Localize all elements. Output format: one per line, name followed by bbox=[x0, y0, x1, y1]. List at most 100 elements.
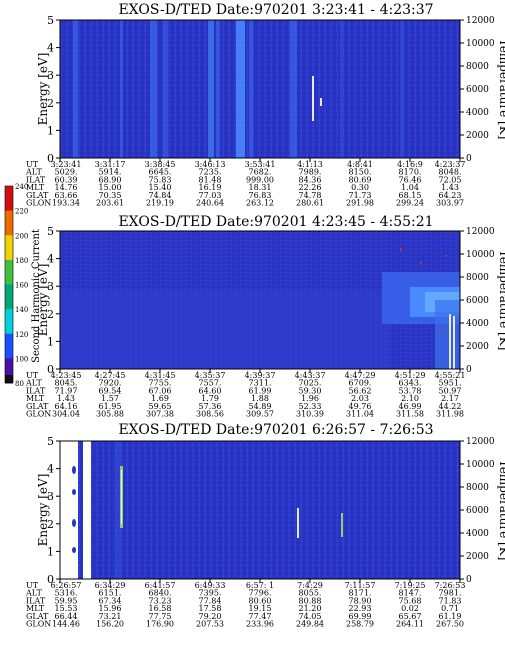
trace-mark bbox=[121, 470, 122, 524]
colorbar-block bbox=[5, 309, 13, 335]
y2-tick-label: 10000 bbox=[466, 250, 495, 260]
orbit-cell: 79.20 bbox=[199, 612, 222, 621]
orbit-cell: 144.46 bbox=[52, 620, 80, 629]
orbit-cell: 1.43 bbox=[441, 183, 459, 192]
intensity-band bbox=[163, 20, 168, 158]
orbit-cell: 263.12 bbox=[246, 199, 274, 208]
orbit-cell: 6151. bbox=[99, 589, 122, 598]
intensity-band bbox=[400, 20, 404, 158]
band-layer bbox=[73, 20, 404, 158]
orbit-cell: 264.11 bbox=[396, 620, 424, 629]
orbit-cell: 4:27:45 bbox=[95, 371, 126, 380]
orbit-cell: 17.58 bbox=[199, 604, 222, 613]
orbit-cell: 267.50 bbox=[436, 620, 464, 629]
orbit-cell: 4:8:41 bbox=[347, 160, 373, 169]
hot-mark bbox=[420, 262, 422, 264]
orbit-cell: 15.40 bbox=[149, 183, 172, 192]
y-tick-label: 2 bbox=[47, 97, 54, 110]
orbit-cell: 6:34:29 bbox=[95, 581, 126, 590]
y-axis: 0 1 2 3 4 5 bbox=[47, 14, 60, 165]
orbit-cell: 59.65 bbox=[149, 402, 172, 411]
y-tick-label: 2 bbox=[47, 518, 54, 531]
trace-mark bbox=[297, 508, 299, 538]
orbit-row-label: GLON bbox=[26, 199, 51, 208]
colorbar-tick-label: 220 bbox=[15, 208, 28, 216]
hot-mark bbox=[440, 330, 442, 332]
orbit-cell: 311.98 bbox=[436, 410, 464, 419]
orbit-cell: 69.99 bbox=[349, 612, 372, 621]
y-tick-label: 4 bbox=[47, 253, 54, 266]
orbit-cell: 6:49:33 bbox=[195, 581, 226, 590]
orbit-cell: 4:43:37 bbox=[295, 371, 326, 380]
y2-tick-label: 0 bbox=[466, 575, 472, 585]
orbit-cell: 4:23:45 bbox=[51, 371, 82, 380]
colorbar-block bbox=[5, 210, 13, 236]
orbit-cell: 61.95 bbox=[99, 402, 122, 411]
orbit-cell: 15.00 bbox=[99, 183, 122, 192]
y-tick-label: 5 bbox=[47, 225, 54, 238]
orbit-cell: 5029. bbox=[55, 168, 78, 177]
orbit-cell: 68.15 bbox=[399, 191, 422, 200]
orbit-cell: 1.96 bbox=[301, 394, 319, 403]
colorbar-tick-label: 160 bbox=[15, 282, 28, 290]
orbit-cell: 46.99 bbox=[399, 402, 422, 411]
orbit-cell: 74.05 bbox=[299, 612, 322, 621]
orbit-cell: 59.30 bbox=[299, 386, 322, 395]
orbit-cell: 63.66 bbox=[55, 191, 78, 200]
y2-tick-label: 10000 bbox=[466, 460, 495, 470]
orbit-cell: 207.53 bbox=[196, 620, 224, 629]
intensity-band bbox=[150, 20, 157, 158]
orbit-cell: 80.88 bbox=[299, 596, 322, 605]
y-tick-label: 4 bbox=[47, 42, 54, 55]
colorbar-tick-label: 80 bbox=[15, 380, 24, 388]
orbit-cell: 6:26:57 bbox=[51, 581, 82, 590]
orbit-row-label: ALT bbox=[25, 589, 42, 598]
colorbar-block bbox=[5, 259, 13, 285]
intensity-band bbox=[290, 20, 297, 158]
trace-mark bbox=[449, 314, 451, 369]
orbit-cell: 203.61 bbox=[96, 199, 124, 208]
y2-tick-label: 2000 bbox=[466, 131, 489, 141]
y2-tick-label: 12000 bbox=[466, 227, 495, 237]
intensity-band bbox=[72, 466, 76, 474]
orbit-cell: 56.62 bbox=[349, 386, 372, 395]
band-layer bbox=[60, 272, 460, 369]
orbit-cell: 0.02 bbox=[401, 604, 419, 613]
orbit-row-label: GLON bbox=[26, 410, 51, 419]
x-ticks bbox=[59, 158, 461, 162]
orbit-cell: 7025. bbox=[299, 379, 322, 388]
orbit-cell: 311.04 bbox=[346, 410, 374, 419]
colorbar-block bbox=[5, 186, 13, 212]
orbit-row-label: GLAT bbox=[26, 402, 49, 411]
orbit-cell: 2.17 bbox=[441, 394, 459, 403]
orbit-cell: 291.98 bbox=[346, 199, 374, 208]
y2-tick-label: 4000 bbox=[466, 529, 489, 539]
orbit-table: UT 3:23:41 3:31:17 3:38:45 3:46:13 3:53:41 4:1… bbox=[25, 160, 465, 208]
orbit-cell: 77.75 bbox=[149, 612, 172, 621]
orbit-cell: 4:31:45 bbox=[145, 371, 176, 380]
orbit-cell: 999.00 bbox=[246, 175, 274, 184]
y2-tick-label: 10000 bbox=[466, 39, 495, 49]
orbit-cell: 4:47:29 bbox=[345, 371, 376, 380]
orbit-cell: 258.79 bbox=[346, 620, 374, 629]
orbit-cell: 66.44 bbox=[55, 612, 78, 621]
colorbar-frame bbox=[4, 185, 14, 384]
colorbar-block bbox=[5, 333, 13, 359]
y-tick-label: 4 bbox=[47, 463, 54, 476]
orbit-row-label: ILAT bbox=[26, 386, 46, 395]
orbit-cell: 16.58 bbox=[149, 604, 172, 613]
orbit-cell: 68.90 bbox=[99, 175, 122, 184]
orbit-cell: 8055. bbox=[299, 589, 322, 598]
y2-tick-label: 0 bbox=[466, 365, 472, 375]
orbit-cell: 280.61 bbox=[296, 199, 324, 208]
orbit-row-label: GLAT bbox=[26, 191, 49, 200]
panel-title: EXOS-D/TED Date:970201 4:23:45 - 4:55:21 bbox=[118, 214, 433, 230]
orbit-cell: 22.26 bbox=[299, 183, 322, 192]
y-tick-label: 1 bbox=[47, 124, 54, 137]
orbit-cell: 78.90 bbox=[349, 596, 372, 605]
orbit-cell: 3:53:41 bbox=[245, 160, 276, 169]
orbit-cell: 219.19 bbox=[146, 199, 174, 208]
orbit-cell: 60.39 bbox=[55, 175, 78, 184]
y2-tick-label: 4000 bbox=[466, 108, 489, 118]
colorbar-tick-label: 140 bbox=[15, 306, 28, 314]
